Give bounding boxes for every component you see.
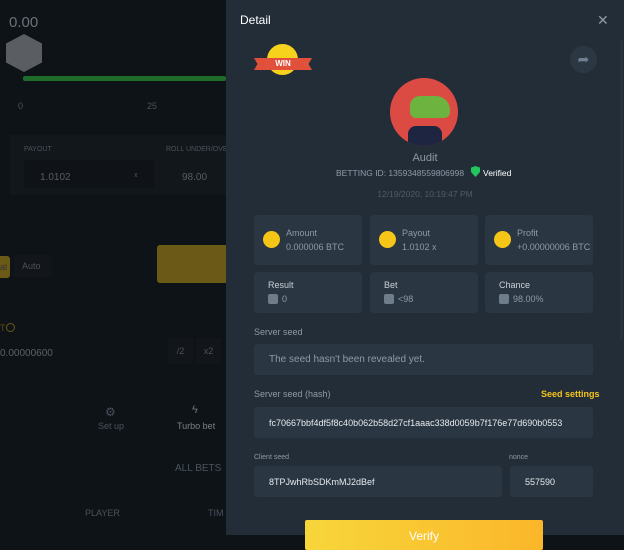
stat-label: Amount [286,228,318,238]
dice-icon [499,294,509,304]
bet-label: T [0,323,6,333]
stat-value: <98 [398,294,414,304]
panel-title: Detail [240,13,271,27]
server-seed-field: The seed hasn't been revealed yet. [254,344,593,375]
stat-label: Profit [517,228,539,238]
hand-coin-icon [263,231,280,248]
info-icon [6,323,15,332]
stat-label: Bet [384,280,398,290]
dice-icon [6,34,42,72]
detail-panel: Detail ✕ WIN ➦ Audit BETTING ID: 1359348… [226,0,624,550]
stat-value: 98.00% [513,294,544,304]
timestamp: 12/19/2020, 10:19:47 PM [377,189,473,199]
column-time: TIM [208,508,224,518]
client-seed-label: Client seed [254,454,290,461]
column-player: PLAYER [85,508,120,518]
half-button[interactable]: /2 [168,338,193,364]
hash-field[interactable]: fc70667bbf4df5f8c40b062b58d27cf1aaac338d… [254,407,593,438]
shield-check-icon [471,166,480,177]
turbo-button[interactable]: Turbo bet [177,421,216,431]
coin-stack-icon [379,231,396,248]
stat-card-bet: Bet <98 [370,272,478,313]
roll-label: ROLL UNDER/OVER [166,146,233,153]
stat-card-amount: Amount 0.000006 BTC [254,215,362,265]
stat-card-result: Result 0 [254,272,362,313]
setup-button[interactable]: Set up [98,421,125,431]
seed-settings-link[interactable]: Seed settings [541,389,600,399]
stat-label: Payout [402,228,431,238]
dice-icon [268,294,278,304]
stat-card-payout: Payout 1.0102 x [370,215,478,265]
betting-id: BETTING ID: 1359348559806998 [336,168,465,178]
stat-value: +0.00000006 BTC [517,242,591,252]
stat-card-profit: Profit +0.00000006 BTC [485,215,593,265]
roll-value[interactable]: 98.00 [182,172,208,183]
nonce-label: nonce [509,454,529,461]
all-bets-tab[interactable]: ALL BETS [175,463,222,474]
payout-label: PAYOUT [24,146,52,153]
slider-tick: 0 [18,101,24,111]
double-button[interactable]: x2 [196,338,221,364]
stat-label: Result [268,280,294,290]
close-icon[interactable]: ✕ [597,12,609,28]
verified-label: Verified [483,168,512,178]
avatar [390,78,458,146]
lightning-icon: ϟ [192,404,198,416]
payout-value: 1.0102 [40,172,71,183]
win-badge: WIN [254,42,312,78]
username: Audit [412,152,438,164]
share-icon[interactable]: ➦ [570,46,597,73]
stat-label: Chance [499,280,531,290]
stat-value: 0.000006 BTC [286,242,345,252]
server-seed-label: Server seed [254,327,303,337]
stat-value: 0 [282,294,288,304]
balance: 0.00 [9,14,39,31]
bet-button[interactable] [157,245,226,283]
gear-icon: ⚙ [105,405,116,419]
money-bag-icon [494,231,511,248]
stat-value: 1.0102 x [402,242,437,252]
slider-tick: 25 [147,101,158,111]
scrollbar[interactable] [620,40,623,340]
auto-tab[interactable]: Auto [14,255,52,277]
win-label: WIN [275,59,291,68]
payout-input[interactable] [24,160,154,188]
client-seed-field[interactable]: 8TPJwhRbSDKmMJ2dBef [254,466,502,497]
hash-label: Server seed (hash) [254,389,331,399]
payout-suffix: x [134,172,138,179]
manual-tab[interactable]: al [0,256,10,278]
verify-button[interactable]: Verify [305,520,543,550]
slider-track[interactable] [23,76,226,81]
nonce-field[interactable]: 557590 [510,466,593,497]
stat-card-chance: Chance 98.00% [485,272,593,313]
cube-icon [384,294,394,304]
bet-amount[interactable]: 0.00000600 [0,348,53,359]
